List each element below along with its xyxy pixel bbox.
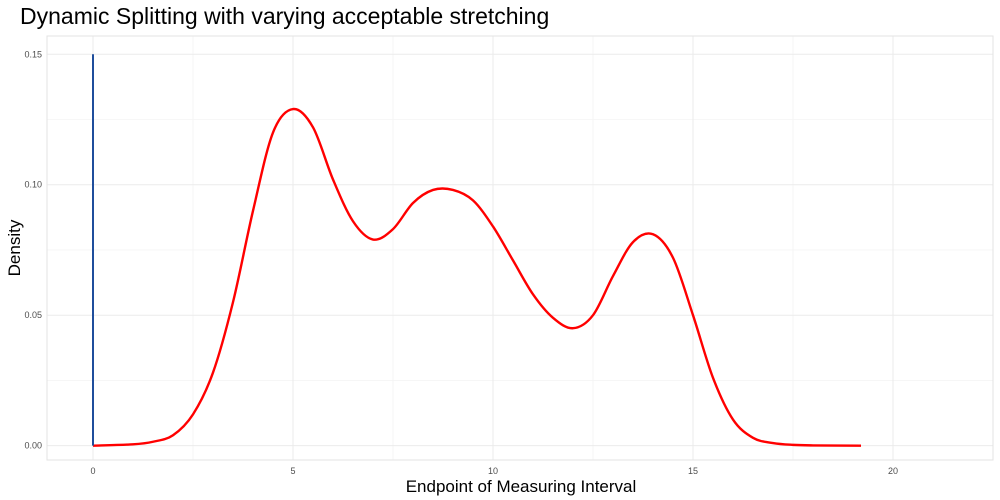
y-axis-ticks: 0.00 0.05 0.10 0.15 [24, 49, 42, 450]
x-axis-ticks: 0 5 10 15 20 [90, 466, 898, 476]
y-tick-label: 0.05 [24, 310, 42, 320]
x-tick-label: 5 [290, 466, 295, 476]
x-tick-label: 20 [888, 466, 898, 476]
density-curve-line [92, 107, 862, 447]
chart-title: Dynamic Splitting with varying acceptabl… [20, 3, 549, 29]
x-axis-title: Endpoint of Measuring Interval [406, 477, 637, 496]
y-tick-label: 0.00 [24, 441, 42, 451]
x-tick-label: 15 [688, 466, 698, 476]
y-tick-label: 0.10 [24, 180, 42, 190]
minor-gridlines [47, 36, 994, 460]
major-gridlines [47, 36, 993, 460]
series-layer [92, 54, 862, 447]
panel-border [46, 35, 994, 461]
x-tick-label: 0 [90, 466, 95, 476]
y-tick-label: 0.15 [24, 49, 42, 59]
y-axis-title: Density [5, 219, 24, 276]
x-tick-label: 10 [488, 466, 498, 476]
